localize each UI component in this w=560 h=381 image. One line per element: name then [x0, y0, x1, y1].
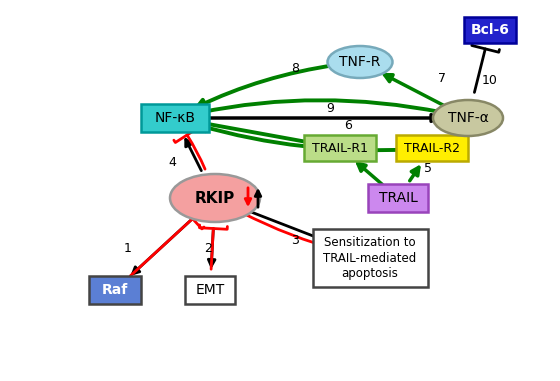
- Text: TRAIL: TRAIL: [379, 191, 417, 205]
- Text: Raf: Raf: [102, 283, 128, 297]
- Text: 1: 1: [124, 242, 132, 255]
- FancyBboxPatch shape: [185, 276, 235, 304]
- Text: EMT: EMT: [195, 283, 225, 297]
- Text: 10: 10: [482, 74, 498, 86]
- Text: Sensitization to
TRAIL-mediated
apoptosis: Sensitization to TRAIL-mediated apoptosi…: [323, 237, 417, 280]
- Text: Bcl-6: Bcl-6: [470, 23, 510, 37]
- FancyBboxPatch shape: [89, 276, 141, 304]
- Text: 4: 4: [168, 155, 176, 168]
- Text: 7: 7: [438, 72, 446, 85]
- Text: NF-κB: NF-κB: [155, 111, 195, 125]
- Text: 6: 6: [344, 118, 352, 131]
- Text: TRAIL-R2: TRAIL-R2: [404, 141, 460, 155]
- FancyBboxPatch shape: [396, 135, 468, 161]
- Ellipse shape: [328, 46, 393, 78]
- FancyBboxPatch shape: [304, 135, 376, 161]
- Text: RKIP: RKIP: [195, 190, 235, 205]
- FancyBboxPatch shape: [312, 229, 427, 287]
- Text: 8: 8: [291, 61, 299, 75]
- Text: 5: 5: [424, 162, 432, 174]
- Text: 3: 3: [291, 234, 299, 247]
- Text: 2: 2: [204, 242, 212, 255]
- FancyBboxPatch shape: [464, 17, 516, 43]
- Text: TNF-α: TNF-α: [447, 111, 488, 125]
- Ellipse shape: [170, 174, 260, 222]
- Text: 9: 9: [326, 101, 334, 115]
- FancyBboxPatch shape: [141, 104, 209, 132]
- Text: TRAIL-R1: TRAIL-R1: [312, 141, 368, 155]
- Ellipse shape: [433, 100, 503, 136]
- Text: TNF-R: TNF-R: [339, 55, 381, 69]
- FancyBboxPatch shape: [368, 184, 428, 212]
